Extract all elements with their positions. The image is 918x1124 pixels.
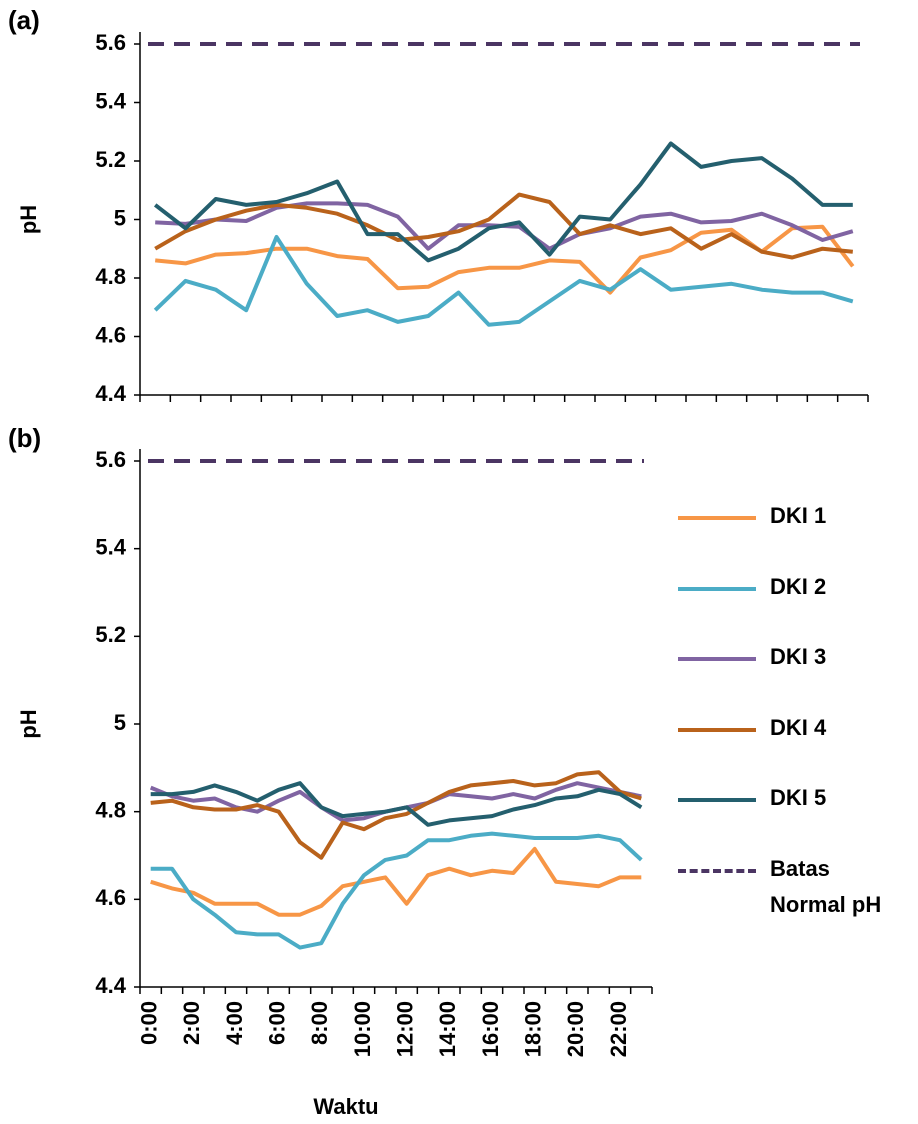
x-tick-label: 14:00 <box>435 1001 460 1057</box>
x-tick-label: 0:00 <box>136 1001 161 1045</box>
y-tick-label: 4.4 <box>95 381 126 406</box>
series-line <box>154 192 853 260</box>
series-line <box>150 781 643 827</box>
y-tick-label: 5.6 <box>95 30 126 55</box>
series-line <box>153 235 854 327</box>
y-axis-label: pH <box>16 709 41 738</box>
legend-item: DKI 2 <box>678 571 914 642</box>
x-tick-label: 8:00 <box>307 1001 332 1045</box>
x-tick-label: 20:00 <box>563 1001 588 1057</box>
legend-swatch <box>678 798 756 802</box>
panel-label: (b) <box>8 423 41 453</box>
y-tick-label: 4.6 <box>95 322 126 347</box>
legend: DKI 1 DKI 2 DKI 3 DKI 4 DKI 5 Batas Normal pH <box>678 500 914 923</box>
legend-item: DKI 3 <box>678 641 914 712</box>
series-line <box>150 770 642 860</box>
legend-item: DKI 4 <box>678 712 914 783</box>
legend-swatch <box>678 586 756 591</box>
x-tick-label: 22:00 <box>606 1001 631 1057</box>
series-line <box>153 141 853 263</box>
y-tick-label: 5.6 <box>95 447 126 472</box>
legend-label: DKI 2 <box>770 573 827 599</box>
series-line <box>150 831 643 950</box>
panel-label: (a) <box>8 5 40 35</box>
series-line <box>150 846 642 917</box>
y-axis-label: pH <box>16 205 41 234</box>
y-tick-label: 4.8 <box>95 797 126 822</box>
legend-swatch <box>678 516 756 520</box>
legend-label: DKI 4 <box>770 714 827 740</box>
y-tick-label: 5.4 <box>95 88 126 113</box>
y-tick-label: 5.2 <box>95 622 126 647</box>
y-tick-label: 4.4 <box>95 973 126 998</box>
x-axis-label: Waktu <box>313 1094 378 1119</box>
y-tick-label: 5.4 <box>95 534 126 559</box>
series-line <box>155 224 855 295</box>
legend-item: DKI 1 <box>678 500 914 571</box>
legend-swatch <box>678 727 756 732</box>
y-tick-label: 4.8 <box>95 264 126 289</box>
y-tick-label: 5 <box>114 205 126 230</box>
legend-label: DKI 5 <box>770 785 827 810</box>
x-tick-label: 10:00 <box>350 1001 375 1057</box>
legend-swatch <box>678 657 756 661</box>
legend-label: DKI 1 <box>770 503 827 528</box>
x-tick-label: 16:00 <box>478 1001 503 1057</box>
legend-item: Batas Normal pH <box>678 853 914 924</box>
legend-label: DKI 3 <box>770 644 827 669</box>
y-tick-label: 5 <box>114 710 126 735</box>
x-tick-label: 18:00 <box>520 1001 545 1057</box>
legend-label: Batas Normal pH <box>770 855 882 917</box>
x-tick-label: 6:00 <box>264 1001 289 1045</box>
x-tick-label: 4:00 <box>222 1001 247 1045</box>
x-tick-label: 12:00 <box>392 1001 417 1057</box>
legend-swatch <box>678 868 756 873</box>
y-tick-label: 4.6 <box>95 885 126 910</box>
x-tick-label: 2:00 <box>179 1001 204 1045</box>
y-tick-label: 5.2 <box>95 147 126 172</box>
legend-item: DKI 5 <box>678 782 914 853</box>
